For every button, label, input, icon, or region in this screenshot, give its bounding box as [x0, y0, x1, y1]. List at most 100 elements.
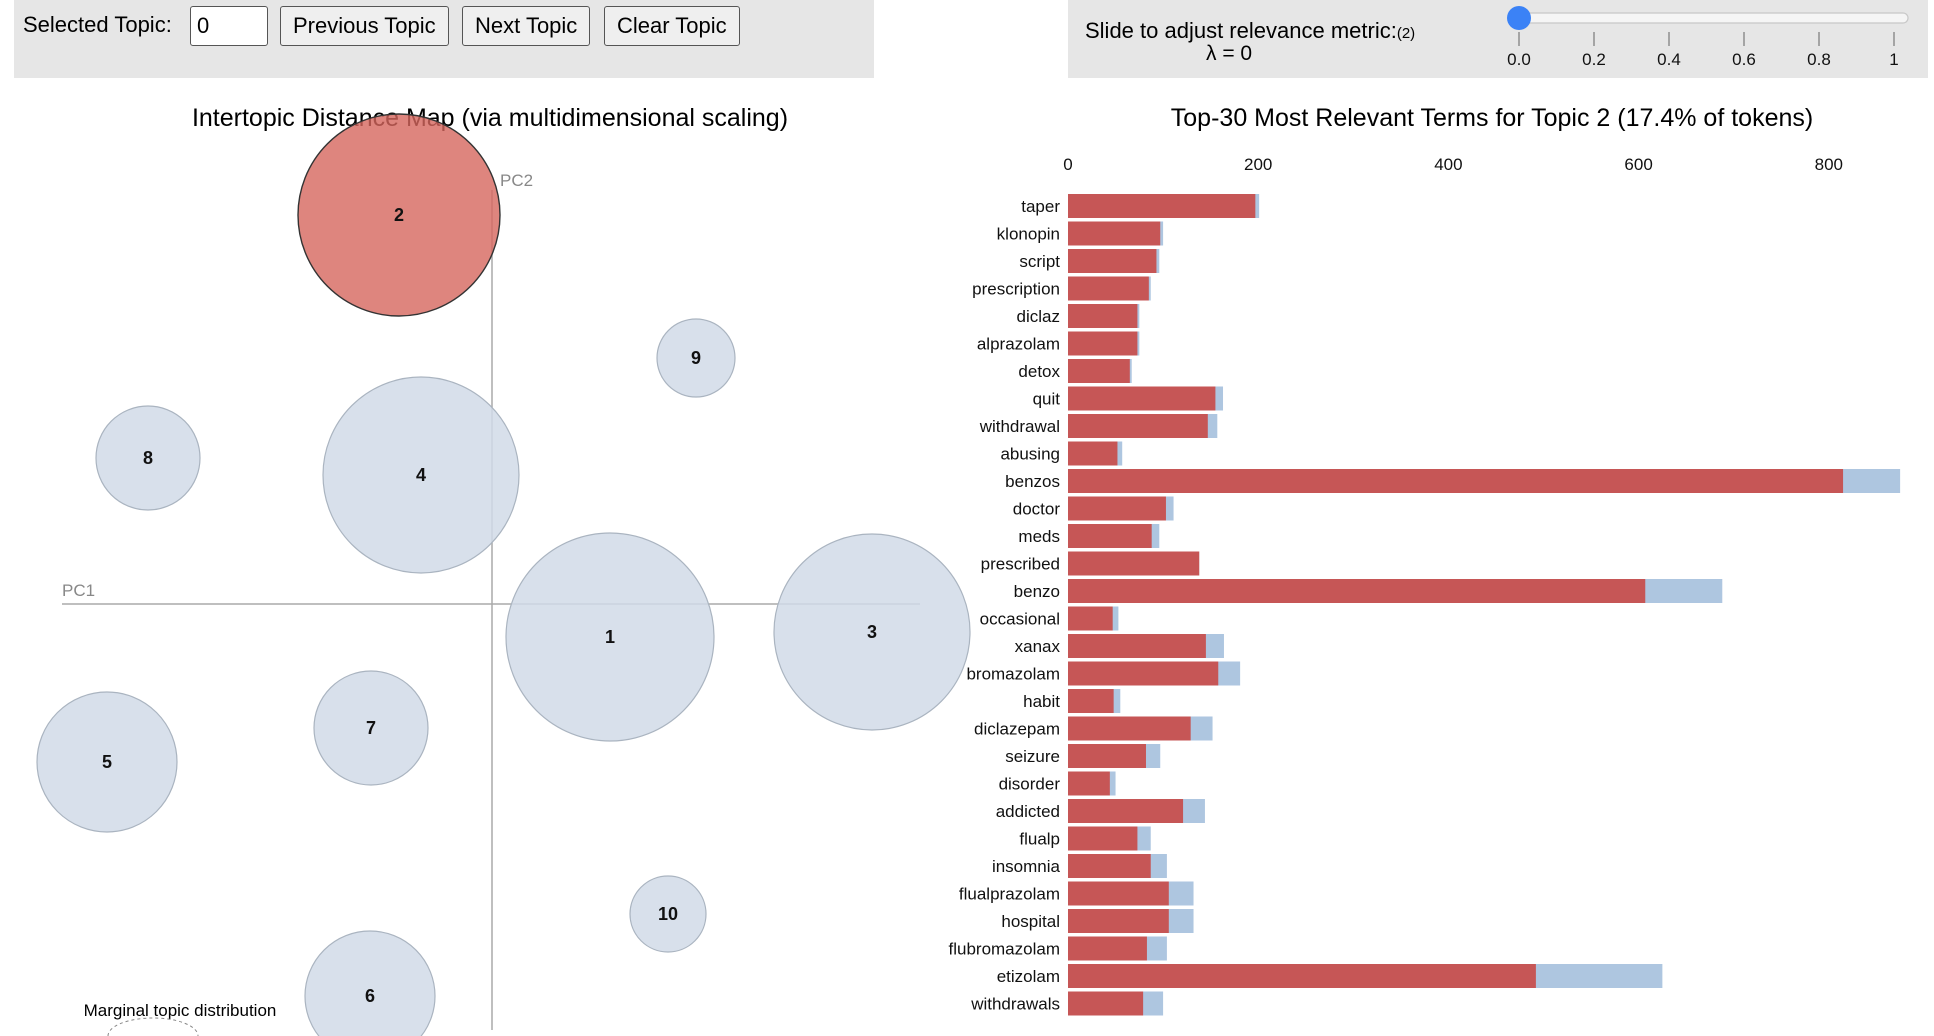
topic-bubble-label: 5: [102, 752, 112, 772]
term-label[interactable]: prescription: [972, 280, 1060, 299]
term-label[interactable]: benzo: [1014, 582, 1060, 601]
estimated-frequency-bar[interactable]: [1068, 579, 1646, 603]
x-tick-label: 200: [1244, 155, 1272, 174]
selected-topic-label: Selected Topic:: [23, 12, 172, 37]
estimated-frequency-bar[interactable]: [1068, 359, 1130, 383]
estimated-frequency-bar[interactable]: [1068, 991, 1144, 1016]
slider-tick-label: 0.4: [1657, 50, 1681, 69]
estimated-frequency-bar[interactable]: [1068, 716, 1191, 741]
topic-bubble-5[interactable]: [36, 691, 178, 833]
estimated-frequency-bar[interactable]: [1068, 634, 1206, 658]
term-label[interactable]: flualp: [1019, 830, 1060, 849]
term-label[interactable]: klonopin: [997, 225, 1060, 244]
estimated-frequency-bar[interactable]: [1068, 771, 1110, 796]
pc1-label: PC1: [62, 581, 95, 600]
slider-handle[interactable]: [1507, 6, 1531, 30]
clear-topic-button[interactable]: Clear Topic: [604, 6, 740, 46]
term-label[interactable]: hospital: [1001, 912, 1060, 931]
term-label[interactable]: benzos: [1005, 472, 1060, 491]
estimated-frequency-bar[interactable]: [1068, 249, 1157, 273]
estimated-frequency-bar[interactable]: [1068, 221, 1161, 246]
term-label[interactable]: etizolam: [997, 967, 1060, 986]
estimated-frequency-bar[interactable]: [1068, 496, 1166, 521]
topic-bubble-label: 6: [365, 986, 375, 1006]
term-label[interactable]: flubromazolam: [949, 940, 1061, 959]
term-label[interactable]: script: [1019, 252, 1060, 271]
term-label[interactable]: bromazolam: [966, 665, 1060, 684]
x-tick-label: 400: [1434, 155, 1462, 174]
estimated-frequency-bar[interactable]: [1068, 661, 1219, 686]
term-label[interactable]: insomnia: [992, 857, 1061, 876]
term-label[interactable]: flualprazolam: [959, 885, 1060, 904]
estimated-frequency-bar[interactable]: [1068, 194, 1256, 218]
term-label[interactable]: seizure: [1005, 747, 1060, 766]
topic-bubble-6[interactable]: [304, 930, 436, 1036]
estimated-frequency-bar[interactable]: [1068, 304, 1138, 328]
topic-bubble-label: 7: [366, 718, 376, 738]
estimated-frequency-bar[interactable]: [1068, 799, 1184, 823]
topic-bubble-7[interactable]: [313, 670, 429, 786]
term-label[interactable]: alprazolam: [977, 335, 1060, 354]
map-title: Intertopic Distance Map (via multidimens…: [192, 104, 788, 132]
estimated-frequency-bar[interactable]: [1068, 414, 1208, 438]
estimated-frequency-bar[interactable]: [1068, 936, 1147, 961]
estimated-frequency-bar[interactable]: [1068, 331, 1138, 356]
topic-bubble-4[interactable]: [322, 376, 520, 574]
estimated-frequency-bar[interactable]: [1068, 909, 1169, 933]
estimated-frequency-bar[interactable]: [1068, 826, 1138, 851]
estimated-frequency-bar[interactable]: [1068, 964, 1536, 988]
topic-bubble-2[interactable]: [297, 113, 501, 317]
topic-bubble-3[interactable]: [773, 533, 971, 731]
estimated-frequency-bar[interactable]: [1068, 524, 1152, 548]
term-label[interactable]: doctor: [1013, 500, 1061, 519]
term-label[interactable]: quit: [1033, 390, 1061, 409]
term-label[interactable]: habit: [1023, 692, 1060, 711]
estimated-frequency-bar[interactable]: [1068, 854, 1151, 878]
x-tick-label: 800: [1815, 155, 1843, 174]
term-label[interactable]: taper: [1021, 197, 1060, 216]
term-label[interactable]: withdrawal: [979, 417, 1060, 436]
term-label[interactable]: prescribed: [981, 555, 1060, 574]
estimated-frequency-bar[interactable]: [1068, 744, 1146, 768]
estimated-frequency-bar[interactable]: [1068, 276, 1149, 301]
previous-topic-button[interactable]: Previous Topic: [280, 6, 449, 46]
estimated-frequency-bar[interactable]: [1068, 606, 1113, 631]
topic-bubble-label: 1: [605, 627, 615, 647]
estimated-frequency-bar[interactable]: [1068, 441, 1118, 466]
estimated-frequency-bar[interactable]: [1068, 689, 1114, 713]
estimated-frequency-bar[interactable]: [1068, 551, 1200, 576]
slider-tick-label: 1: [1889, 50, 1898, 69]
slider-tick-label: 0.2: [1582, 50, 1606, 69]
term-label[interactable]: withdrawals: [970, 995, 1060, 1014]
term-label[interactable]: disorder: [999, 775, 1061, 794]
topic-bubble-10[interactable]: [629, 875, 707, 953]
estimated-frequency-bar[interactable]: [1068, 881, 1169, 906]
selected-topic-input[interactable]: [190, 6, 268, 46]
topic-bubble-label: 10: [658, 904, 678, 924]
term-label[interactable]: addicted: [996, 802, 1060, 821]
estimated-frequency-bar[interactable]: [1068, 469, 1844, 493]
topic-bubble-label: 9: [691, 348, 701, 368]
topic-bubble-1[interactable]: [505, 532, 715, 742]
next-topic-button[interactable]: Next Topic: [462, 6, 591, 46]
term-label[interactable]: detox: [1018, 362, 1060, 381]
slider-tick-label: 0.0: [1507, 50, 1531, 69]
term-label[interactable]: abusing: [1000, 445, 1060, 464]
term-label[interactable]: diclazepam: [974, 720, 1060, 739]
term-label[interactable]: diclaz: [1017, 307, 1060, 326]
estimated-frequency-bar[interactable]: [1068, 386, 1216, 411]
relevance-label-text: Slide to adjust relevance metric:: [1085, 18, 1397, 43]
term-label[interactable]: occasional: [980, 610, 1060, 629]
lambda-value-text: λ = 0: [1206, 42, 1253, 65]
term-label[interactable]: meds: [1018, 527, 1060, 546]
relevance-label: Slide to adjust relevance metric:(2): [1085, 18, 1415, 44]
topic-bubble-9[interactable]: [656, 318, 736, 398]
topic-bubble-8[interactable]: [95, 405, 201, 511]
x-tick-label: 0: [1063, 155, 1072, 174]
slider-tick-label: 0.8: [1807, 50, 1831, 69]
topic-bubble-label: 3: [867, 622, 877, 642]
bar-chart-title: Top-30 Most Relevant Terms for Topic 2 (…: [1171, 104, 1813, 132]
term-label[interactable]: xanax: [1015, 637, 1061, 656]
